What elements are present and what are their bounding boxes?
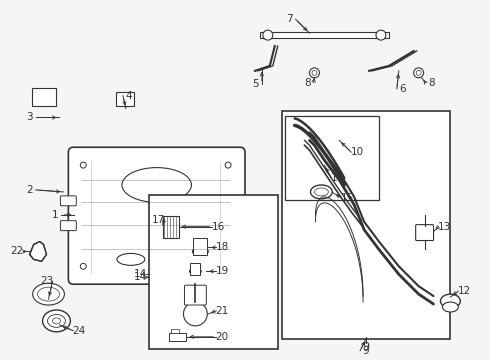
Text: 5: 5 — [253, 79, 259, 89]
Circle shape — [225, 162, 231, 168]
FancyBboxPatch shape — [184, 285, 206, 305]
Ellipse shape — [442, 302, 458, 312]
Text: 6: 6 — [399, 84, 406, 94]
Ellipse shape — [43, 310, 71, 332]
Text: 1: 1 — [52, 210, 59, 220]
Text: 3: 3 — [26, 112, 33, 122]
Circle shape — [183, 302, 207, 326]
Circle shape — [416, 70, 421, 75]
Bar — [163, 216, 178, 238]
Bar — [149, 195, 278, 349]
Text: 15: 15 — [341, 193, 354, 203]
Ellipse shape — [48, 314, 65, 327]
Ellipse shape — [38, 287, 59, 301]
Polygon shape — [30, 242, 47, 261]
Text: 9: 9 — [363, 346, 369, 356]
Text: 14: 14 — [134, 272, 147, 282]
Text: 21: 21 — [216, 306, 229, 316]
Bar — [260, 32, 389, 38]
FancyBboxPatch shape — [60, 221, 76, 231]
Circle shape — [312, 70, 317, 75]
Bar — [169, 333, 187, 341]
Bar — [32, 88, 56, 105]
Text: 22: 22 — [10, 247, 24, 256]
Text: 9: 9 — [363, 342, 369, 352]
Ellipse shape — [193, 247, 208, 255]
Ellipse shape — [52, 318, 60, 324]
Ellipse shape — [122, 168, 192, 202]
FancyBboxPatch shape — [416, 225, 434, 240]
Text: 2: 2 — [26, 185, 33, 195]
Ellipse shape — [441, 294, 460, 308]
Text: 17: 17 — [152, 215, 165, 225]
Circle shape — [80, 162, 86, 168]
Text: 18: 18 — [216, 243, 229, 252]
Text: 10: 10 — [350, 147, 364, 157]
Text: 7: 7 — [286, 14, 293, 24]
Text: 14: 14 — [134, 269, 147, 279]
Ellipse shape — [311, 185, 332, 199]
Bar — [116, 92, 134, 105]
Circle shape — [263, 30, 273, 40]
Circle shape — [80, 264, 86, 269]
Text: 11: 11 — [331, 173, 344, 183]
Circle shape — [414, 68, 424, 78]
Text: 19: 19 — [216, 266, 229, 276]
Ellipse shape — [33, 283, 64, 305]
Ellipse shape — [315, 188, 328, 196]
Circle shape — [310, 68, 319, 78]
Ellipse shape — [190, 268, 201, 274]
Text: 8: 8 — [304, 78, 311, 88]
Text: 13: 13 — [438, 222, 451, 231]
Text: 8: 8 — [428, 78, 435, 88]
FancyBboxPatch shape — [60, 196, 76, 206]
Bar — [282, 111, 450, 339]
Bar — [171, 329, 178, 333]
Text: 12: 12 — [458, 286, 471, 296]
Bar — [285, 116, 379, 200]
Bar — [194, 238, 207, 255]
Text: 24: 24 — [73, 326, 86, 336]
FancyBboxPatch shape — [69, 147, 245, 284]
Ellipse shape — [117, 253, 145, 265]
Circle shape — [225, 264, 231, 269]
Text: 23: 23 — [40, 276, 53, 286]
Circle shape — [376, 30, 386, 40]
Ellipse shape — [165, 256, 187, 266]
Circle shape — [316, 161, 323, 169]
Text: 16: 16 — [212, 222, 225, 231]
Bar — [191, 264, 200, 275]
Text: 4: 4 — [125, 91, 132, 101]
Text: 20: 20 — [216, 332, 229, 342]
